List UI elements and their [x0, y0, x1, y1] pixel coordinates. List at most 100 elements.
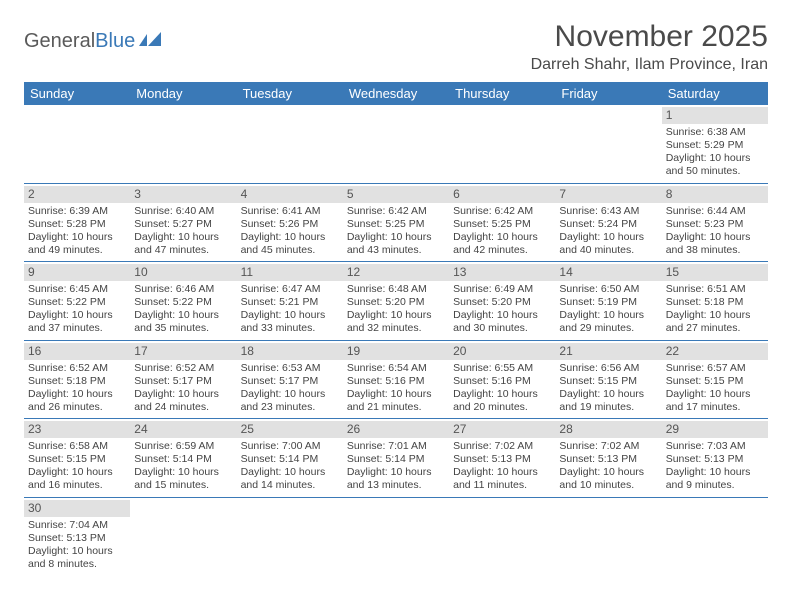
daylight-line: Daylight: 10 hours and 38 minutes. — [666, 231, 764, 257]
day-number: 1 — [662, 107, 768, 124]
calendar-cell: 24Sunrise: 6:59 AMSunset: 5:14 PMDayligh… — [130, 419, 236, 498]
calendar-cell-empty — [555, 105, 661, 183]
calendar-cell-empty — [449, 105, 555, 183]
daylight-line: Daylight: 10 hours and 29 minutes. — [559, 309, 657, 335]
sunrise-line: Sunrise: 6:53 AM — [241, 362, 339, 375]
sunset-line: Sunset: 5:15 PM — [666, 375, 764, 388]
sunset-line: Sunset: 5:13 PM — [666, 453, 764, 466]
sunset-line: Sunset: 5:20 PM — [347, 296, 445, 309]
calendar-cell: 28Sunrise: 7:02 AMSunset: 5:13 PMDayligh… — [555, 419, 661, 498]
day-number: 26 — [343, 421, 449, 438]
sunrise-line: Sunrise: 7:02 AM — [453, 440, 551, 453]
weekday-header: Friday — [555, 82, 661, 105]
weekday-header: Thursday — [449, 82, 555, 105]
sunset-line: Sunset: 5:19 PM — [559, 296, 657, 309]
calendar-cell-empty — [555, 497, 661, 575]
calendar-cell: 27Sunrise: 7:02 AMSunset: 5:13 PMDayligh… — [449, 419, 555, 498]
daylight-line: Daylight: 10 hours and 11 minutes. — [453, 466, 551, 492]
sunset-line: Sunset: 5:27 PM — [134, 218, 232, 231]
calendar-cell-empty — [449, 497, 555, 575]
sunset-line: Sunset: 5:22 PM — [134, 296, 232, 309]
calendar-cell: 12Sunrise: 6:48 AMSunset: 5:20 PMDayligh… — [343, 262, 449, 341]
sunset-line: Sunset: 5:26 PM — [241, 218, 339, 231]
calendar-cell-empty — [343, 105, 449, 183]
calendar-head: SundayMondayTuesdayWednesdayThursdayFrid… — [24, 82, 768, 105]
calendar-cell: 8Sunrise: 6:44 AMSunset: 5:23 PMDaylight… — [662, 183, 768, 262]
sunrise-line: Sunrise: 6:46 AM — [134, 283, 232, 296]
sunset-line: Sunset: 5:14 PM — [134, 453, 232, 466]
title-block: November 2025 Darreh Shahr, Ilam Provinc… — [531, 20, 768, 74]
day-number: 9 — [24, 264, 130, 281]
sunrise-line: Sunrise: 6:56 AM — [559, 362, 657, 375]
day-number: 4 — [237, 186, 343, 203]
sunset-line: Sunset: 5:22 PM — [28, 296, 126, 309]
calendar-cell: 2Sunrise: 6:39 AMSunset: 5:28 PMDaylight… — [24, 183, 130, 262]
sunset-line: Sunset: 5:16 PM — [347, 375, 445, 388]
daylight-line: Daylight: 10 hours and 42 minutes. — [453, 231, 551, 257]
sunrise-line: Sunrise: 6:58 AM — [28, 440, 126, 453]
sunset-line: Sunset: 5:20 PM — [453, 296, 551, 309]
calendar-row: 2 Sunrise: 6:39 AMSunset: 5:28 PM Daylight… — [24, 183, 768, 262]
sunset-line: Sunset: 5:28 PM — [28, 218, 126, 231]
daylight-line: Daylight: 10 hours and 26 minutes. — [28, 388, 126, 414]
daylight-line: Daylight: 10 hours and 43 minutes. — [347, 231, 445, 257]
day-number: 7 — [555, 186, 661, 203]
sunrise-line: Sunrise: 6:39 AM — [28, 205, 126, 218]
sunrise-line: Sunrise: 6:55 AM — [453, 362, 551, 375]
daylight-line: Daylight: 10 hours and 32 minutes. — [347, 309, 445, 335]
calendar-cell: 9Sunrise: 6:45 AMSunset: 5:22 PMDaylight… — [24, 262, 130, 341]
daylight-line: Daylight: 10 hours and 9 minutes. — [666, 466, 764, 492]
calendar-cell-empty — [130, 105, 236, 183]
weekday-header: Tuesday — [237, 82, 343, 105]
day-number: 20 — [449, 343, 555, 360]
weekday-header: Monday — [130, 82, 236, 105]
weekday-header: Sunday — [24, 82, 130, 105]
sunrise-line: Sunrise: 7:03 AM — [666, 440, 764, 453]
calendar-cell: 18Sunrise: 6:53 AMSunset: 5:17 PMDayligh… — [237, 340, 343, 419]
day-number: 30 — [24, 500, 130, 517]
sunrise-line: Sunrise: 7:00 AM — [241, 440, 339, 453]
calendar-cell: 10Sunrise: 6:46 AMSunset: 5:22 PMDayligh… — [130, 262, 236, 341]
calendar-row: 16Sunrise: 6:52 AMSunset: 5:18 PMDayligh… — [24, 340, 768, 419]
calendar-cell: 30Sunrise: 7:04 AMSunset: 5:13 PMDayligh… — [24, 497, 130, 575]
sunrise-line: Sunrise: 6:57 AM — [666, 362, 764, 375]
sunrise-line: Sunrise: 6:44 AM — [666, 205, 764, 218]
calendar-row: 30Sunrise: 7:04 AMSunset: 5:13 PMDayligh… — [24, 497, 768, 575]
day-number: 2 — [24, 186, 130, 203]
daylight-line: Daylight: 10 hours and 10 minutes. — [559, 466, 657, 492]
sunrise-line: Sunrise: 6:41 AM — [241, 205, 339, 218]
day-number: 13 — [449, 264, 555, 281]
sunset-line: Sunset: 5:18 PM — [666, 296, 764, 309]
calendar-cell: 7Sunrise: 6:43 AMSunset: 5:24 PMDaylight… — [555, 183, 661, 262]
calendar-cell-empty — [237, 497, 343, 575]
sunrise-line: Sunrise: 6:50 AM — [559, 283, 657, 296]
day-number: 17 — [130, 343, 236, 360]
sunrise-line: Sunrise: 6:59 AM — [134, 440, 232, 453]
daylight-line: Daylight: 10 hours and 47 minutes. — [134, 231, 232, 257]
sunset-line: Sunset: 5:23 PM — [666, 218, 764, 231]
sunrise-line: Sunrise: 7:02 AM — [559, 440, 657, 453]
calendar-cell: 19Sunrise: 6:54 AMSunset: 5:16 PMDayligh… — [343, 340, 449, 419]
calendar-cell: 29 Sunrise: 7:03 AMSunset: 5:13 PMDayligh… — [662, 419, 768, 498]
logo-flag-icon — [139, 32, 167, 50]
day-number: 23 — [24, 421, 130, 438]
calendar-cell: 14Sunrise: 6:50 AMSunset: 5:19 PMDayligh… — [555, 262, 661, 341]
sunrise-line: Sunrise: 6:42 AM — [453, 205, 551, 218]
day-number: 11 — [237, 264, 343, 281]
sunrise-line: Sunrise: 6:51 AM — [666, 283, 764, 296]
day-number: 22 — [662, 343, 768, 360]
calendar-cell-empty — [343, 497, 449, 575]
header: GeneralBlue November 2025 Darreh Shahr, … — [24, 20, 768, 74]
day-number: 19 — [343, 343, 449, 360]
day-number: 12 — [343, 264, 449, 281]
daylight-line: Daylight: 10 hours and 37 minutes. — [28, 309, 126, 335]
calendar-cell: 5Sunrise: 6:42 AMSunset: 5:25 PMDaylight… — [343, 183, 449, 262]
weekday-row: SundayMondayTuesdayWednesdayThursdayFrid… — [24, 82, 768, 105]
day-number: 29 — [662, 421, 768, 438]
sunrise-line: Sunrise: 7:04 AM — [28, 519, 126, 532]
day-number: 5 — [343, 186, 449, 203]
daylight-line: Daylight: 10 hours and 23 minutes. — [241, 388, 339, 414]
sunset-line: Sunset: 5:15 PM — [28, 453, 126, 466]
sunrise-line: Sunrise: 6:52 AM — [28, 362, 126, 375]
page-title: November 2025 — [531, 20, 768, 54]
